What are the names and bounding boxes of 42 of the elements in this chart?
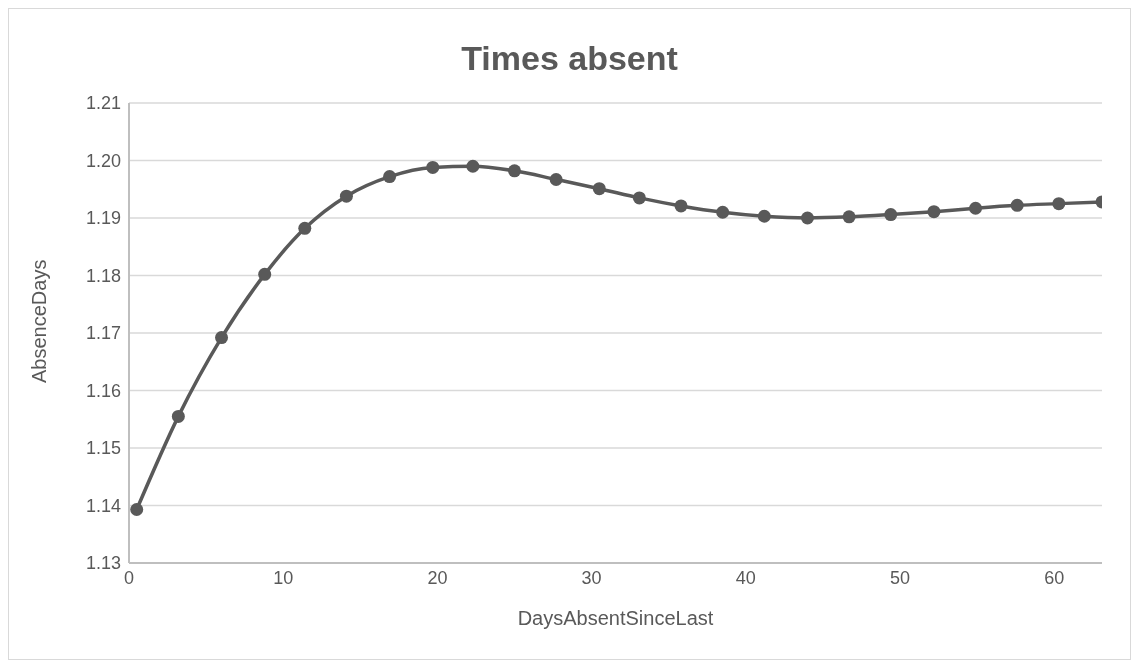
point <box>716 205 730 219</box>
point <box>466 159 480 173</box>
point <box>1052 197 1066 211</box>
x-tick-label: 60 <box>1044 567 1065 588</box>
y-tick-label: 1.13 <box>85 553 121 574</box>
y-tick-label: 1.20 <box>85 150 121 171</box>
point <box>800 211 814 225</box>
point <box>171 409 185 423</box>
point <box>927 205 941 219</box>
x-tick-label: 20 <box>427 567 448 588</box>
point <box>757 209 771 223</box>
y-tick-label: 1.19 <box>85 208 121 229</box>
point <box>969 201 983 215</box>
x-tick-label: 0 <box>123 567 135 588</box>
y-tick-label: 1.21 <box>85 93 121 114</box>
point <box>508 164 521 178</box>
point <box>674 199 688 213</box>
y-tick-label: 1.14 <box>85 495 121 516</box>
y-tick-label: 1.15 <box>85 438 121 459</box>
y-tick-label: 1.17 <box>85 323 121 344</box>
point <box>383 170 397 184</box>
x-tick-label: 30 <box>581 567 602 588</box>
point <box>549 172 563 186</box>
point <box>215 331 229 345</box>
y-tick-label: 1.16 <box>85 380 121 401</box>
y-tick-label: 1.18 <box>85 265 121 286</box>
point <box>298 221 312 235</box>
point <box>426 160 440 174</box>
point <box>884 208 898 222</box>
point <box>339 189 353 203</box>
point <box>130 503 144 517</box>
point <box>632 191 646 205</box>
x-tick-label: 50 <box>889 567 911 588</box>
y-axis-title: AbsenceDays <box>28 259 51 383</box>
chart-title: Times absent <box>460 39 679 79</box>
point <box>258 267 272 281</box>
x-tick-label: 40 <box>735 567 756 588</box>
point <box>1010 198 1024 212</box>
x-axis-title: DaysAbsentSinceLast <box>517 607 714 629</box>
x-tick-label: 10 <box>273 567 294 588</box>
point <box>592 182 606 196</box>
point <box>842 210 856 224</box>
